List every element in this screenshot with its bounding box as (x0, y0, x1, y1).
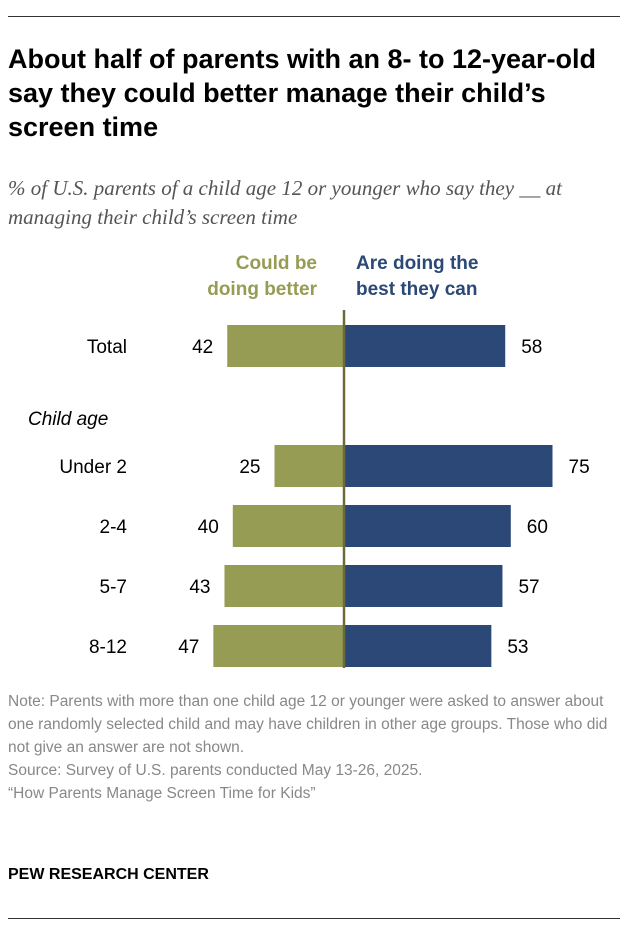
bar-doing-best (344, 505, 511, 547)
note-text: Note: Parents with more than one child a… (8, 693, 608, 756)
top-rule (8, 16, 620, 17)
value-label-left: 40 (198, 517, 219, 538)
value-label-left: 42 (192, 337, 213, 358)
pew-logo-text: PEW RESEARCH CENTER (8, 866, 209, 883)
source-text: Source: Survey of U.S. parents conducted… (8, 762, 423, 779)
legend-could-be-better: Could be doing better (207, 253, 317, 300)
bar-could-be-better (224, 565, 344, 607)
bar-could-be-better (213, 625, 344, 667)
chart-title: About half of parents with an 8- to 12-y… (8, 44, 597, 142)
bar-doing-best (344, 445, 553, 487)
bar-doing-best (344, 565, 503, 607)
category-label: 8-12 (89, 637, 127, 658)
value-label-right: 57 (518, 577, 539, 598)
bar-could-be-better (232, 505, 344, 547)
value-label-left: 43 (189, 577, 210, 598)
category-label: 2-4 (100, 517, 128, 538)
bar-doing-best (344, 625, 492, 667)
category-label: 5-7 (100, 577, 127, 598)
category-label: Total (87, 337, 127, 358)
bottom-rule (8, 918, 620, 919)
bar-could-be-better (227, 325, 344, 367)
value-label-left: 25 (239, 457, 260, 478)
chart-subtitle: % of U.S. parents of a child age 12 or y… (8, 176, 562, 229)
bar-chart: Total 42 58 Under 2 25 75 2-4 40 60 5-7 43 57 8-12 47… (28, 310, 590, 668)
legend-doing-best: Are doing the best they can (356, 253, 479, 300)
value-label-right: 75 (569, 457, 590, 478)
notes: Note: Parents with more than one child a… (8, 690, 613, 805)
group-label: Child age (28, 409, 108, 430)
value-label-right: 60 (527, 517, 548, 538)
category-label: Under 2 (59, 457, 127, 478)
bar-could-be-better (274, 445, 344, 487)
value-label-left: 47 (178, 637, 199, 658)
bar-doing-best (344, 325, 506, 367)
value-label-right: 58 (521, 337, 542, 358)
value-label-right: 53 (507, 637, 528, 658)
report-title: “How Parents Manage Screen Time for Kids… (8, 785, 316, 802)
